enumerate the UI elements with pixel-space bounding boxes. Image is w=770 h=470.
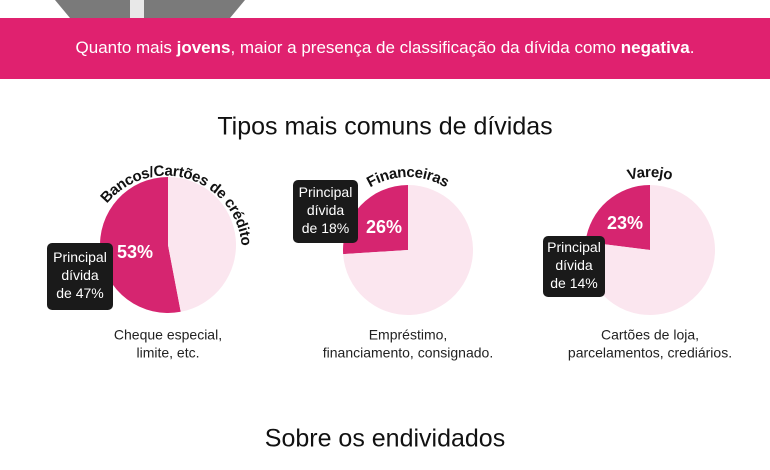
photo-detail [130, 0, 144, 18]
caption: Cheque especial, [114, 327, 222, 343]
pie-slice [168, 177, 236, 312]
photo-crop [55, 0, 245, 18]
annotation-box [47, 243, 113, 310]
banner-part: Quanto mais [76, 38, 177, 57]
pie-slice [343, 185, 408, 255]
annotation-box [543, 236, 605, 297]
pie-slice [585, 185, 716, 315]
annotation-text: dívida [555, 257, 593, 273]
annotation-text: de 14% [550, 275, 597, 291]
annotation-text: dívida [61, 267, 99, 283]
caption: parcelamentos, crediários. [568, 345, 732, 361]
banner-part: . [690, 38, 695, 57]
caption: limite, etc. [136, 345, 199, 361]
annotation-text: de 18% [302, 220, 349, 236]
slice-label: 53% [117, 242, 153, 262]
section-title: Tipos mais comuns de dívidas [217, 113, 552, 141]
pie-slice [99, 177, 181, 313]
slice-label: 23% [607, 213, 643, 233]
section-title: Sobre os endividados [265, 425, 505, 453]
slice-label: 26% [366, 217, 402, 237]
banner-emphasis: jovens [176, 38, 231, 57]
pie-title-path: Varejo [626, 164, 675, 184]
annotation-text: Principal [299, 184, 353, 200]
caption: financiamento, consignado. [323, 345, 493, 361]
annotation-text: Principal [547, 239, 601, 255]
banner-text: Quanto mais jovens, maior a presença de … [76, 38, 695, 57]
banner-part: , maior a presença de classificação da d… [230, 38, 620, 57]
banner [0, 18, 770, 79]
annotation-text: dívida [307, 202, 345, 218]
annotation-box [293, 180, 358, 243]
caption: Cartões de loja, [601, 327, 699, 343]
pie-title: Varejo [626, 164, 675, 184]
banner-emphasis: negativa [621, 38, 691, 57]
annotation-text: Principal [53, 249, 107, 265]
annotation-text: de 47% [56, 285, 103, 301]
pie-slice [343, 185, 473, 315]
caption: Empréstimo, [369, 327, 448, 343]
pie-slice [585, 185, 650, 250]
